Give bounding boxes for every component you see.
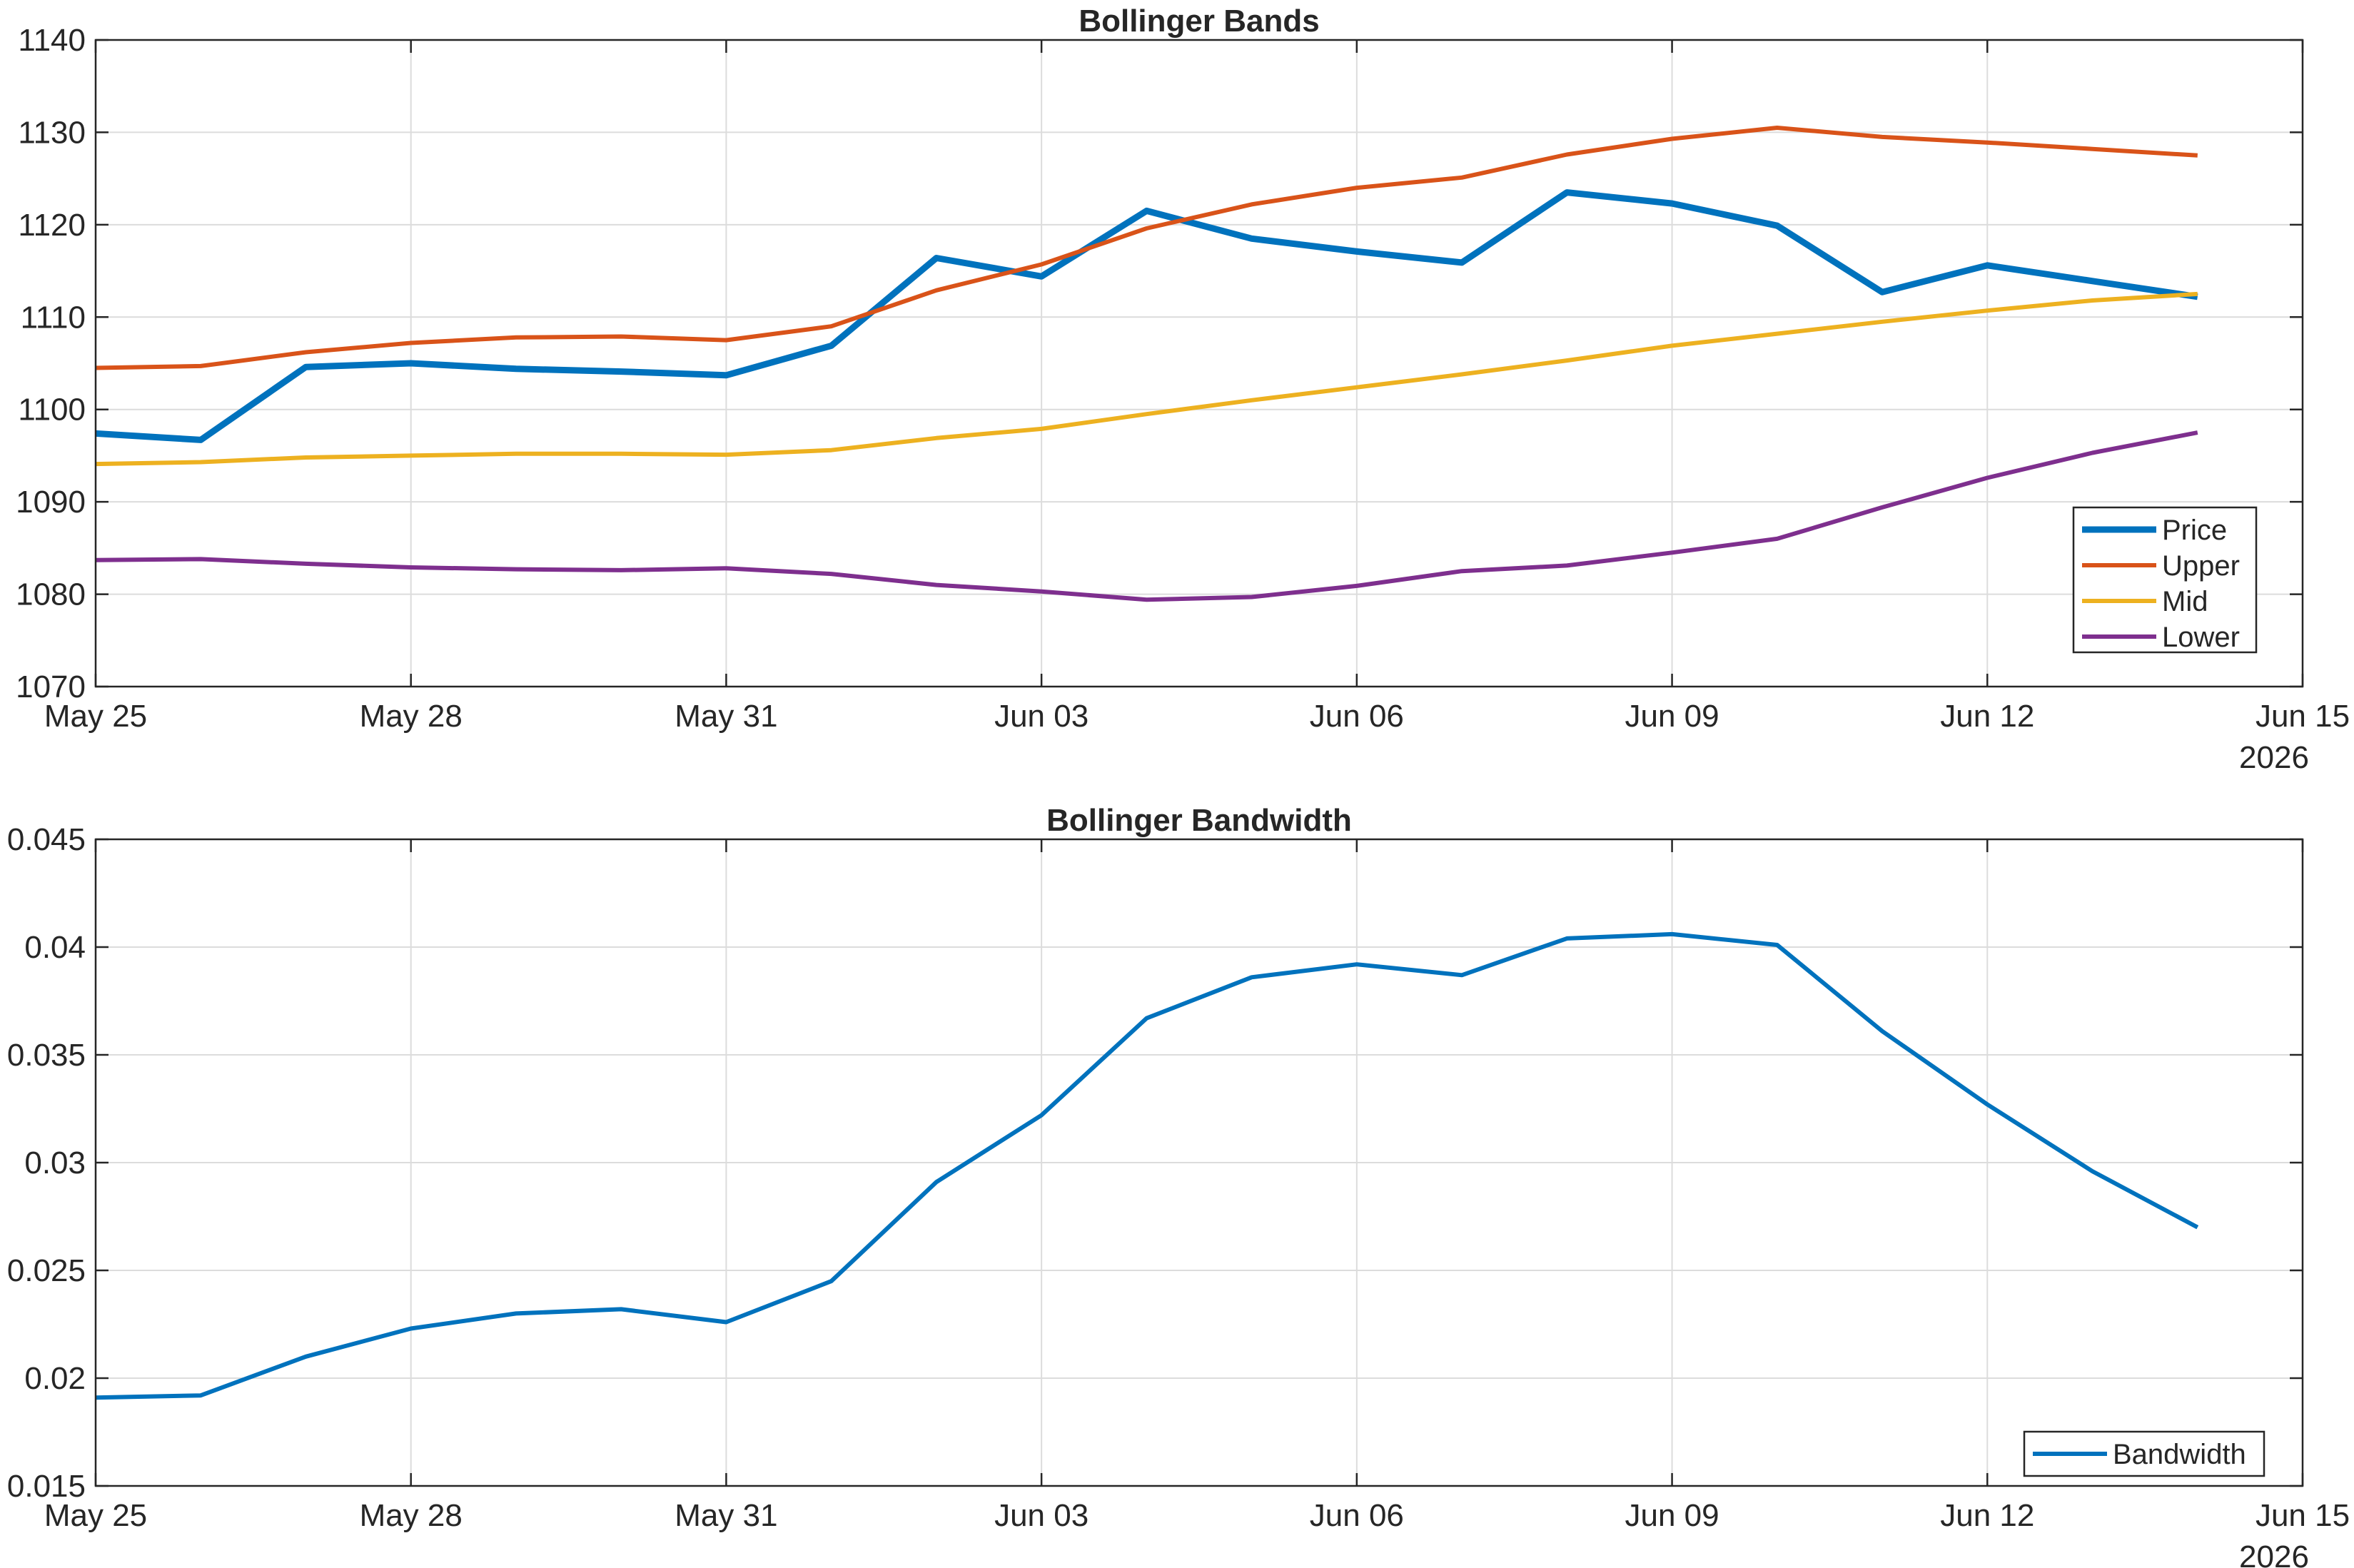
legend-label: Upper: [2162, 550, 2240, 582]
y-tick-label: 1070: [16, 669, 86, 704]
x-tick-label: Jun 06: [1310, 1498, 1404, 1533]
legend: Bandwidth: [2023, 1430, 2265, 1477]
series-line-lower: [95, 430, 2198, 602]
x-tick-label: Jun 12: [1940, 1498, 2034, 1533]
legend-label: Bandwidth: [2113, 1439, 2246, 1470]
x-tick-label: May 25: [44, 699, 147, 734]
axes-box: [94, 39, 2304, 688]
y-tick-label: 0.04: [24, 930, 86, 965]
y-tick-label: 1110: [21, 300, 86, 335]
x-tick-label: Jun 06: [1310, 699, 1404, 734]
chart-title: Bollinger Bandwidth: [1046, 803, 1352, 838]
y-tick-label: 0.03: [24, 1145, 86, 1180]
y-tick-label: 0.025: [7, 1253, 86, 1288]
y-tick-label: 1120: [18, 208, 86, 243]
y-tick-label: 1140: [18, 23, 86, 58]
series-line-upper: [95, 126, 2198, 370]
x-tick-label: May 25: [44, 1498, 147, 1533]
y-tick-label: 0.02: [24, 1361, 86, 1396]
y-tick-label: 0.035: [7, 1038, 86, 1073]
x-tick-label: May 28: [360, 1498, 463, 1533]
y-tick-label: 1100: [18, 393, 86, 428]
x-tick-label: May 31: [675, 699, 777, 734]
y-tick-label: 1080: [16, 577, 86, 612]
chart-1: May 25 May 28 May 31 Jun 03 Jun 06 Jun 09 Jun …: [16, 4, 2350, 775]
series-line-bandwidth: [95, 931, 2199, 1400]
x-secondary-label: 2026: [2239, 1539, 2309, 1568]
x-tick-label: Jun 09: [1625, 699, 1719, 734]
x-tick-label: Jun 15: [2256, 1498, 2350, 1533]
y-tick-label: 0.045: [7, 822, 86, 857]
chart-title: Bollinger Bands: [1079, 4, 1319, 39]
x-tick-label: Jun 09: [1625, 1498, 1719, 1533]
legend-label: Price: [2162, 515, 2227, 546]
series-line-price: [95, 189, 2198, 443]
x-tick-label: Jun 15: [2256, 699, 2350, 734]
x-tick-label: May 31: [675, 1498, 777, 1533]
x-tick-label: Jun 12: [1940, 699, 2034, 734]
y-tick-label: 1130: [18, 115, 86, 150]
legend: Price Upper Mid Lower: [2072, 506, 2258, 654]
y-tick-label: 0.015: [7, 1469, 86, 1504]
y-tick-label: 1090: [16, 485, 86, 520]
x-tick-label: Jun 03: [994, 1498, 1088, 1533]
x-tick-label: May 28: [360, 699, 463, 734]
x-tick-label: Jun 03: [994, 699, 1088, 734]
chart-2: May 25 May 28 May 31 Jun 03 Jun 06 Jun 09 Jun …: [7, 803, 2350, 1568]
series-line-mid: [95, 291, 2198, 467]
x-secondary-label: 2026: [2239, 740, 2309, 775]
legend-label: Mid: [2162, 586, 2208, 617]
legend-label: Lower: [2162, 622, 2240, 653]
